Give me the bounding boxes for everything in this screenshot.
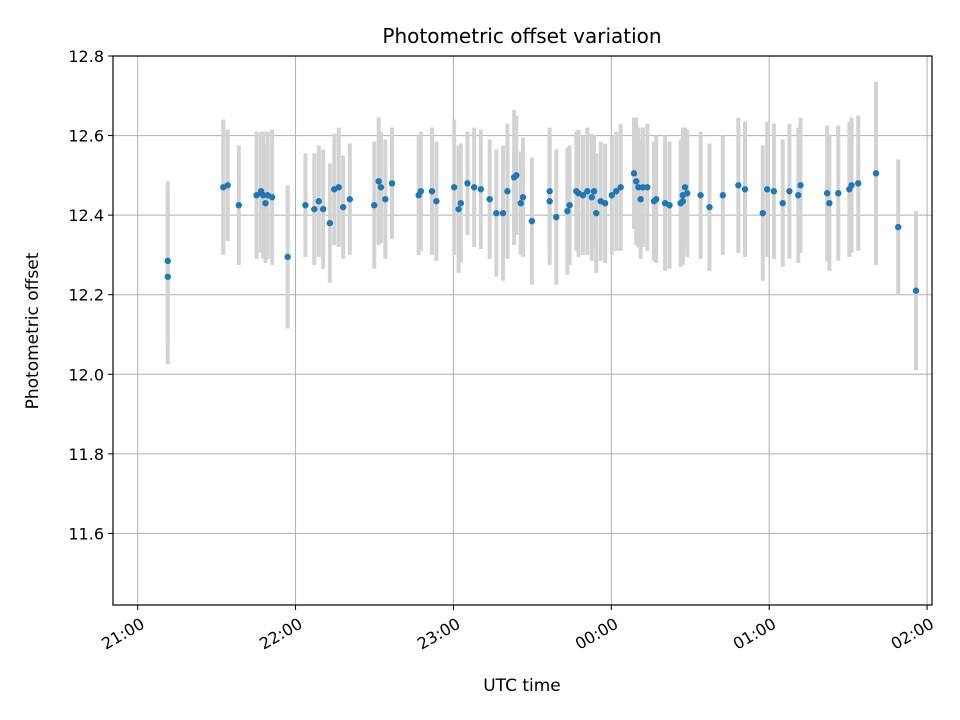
data-point: [504, 188, 511, 195]
data-point: [546, 188, 553, 195]
data-point: [855, 180, 862, 187]
data-point: [579, 192, 587, 199]
data-point: [644, 184, 651, 191]
plot-frame: [112, 55, 933, 606]
data-point: [268, 194, 276, 201]
data-point: [590, 188, 598, 195]
data-point: [566, 201, 573, 209]
data-point: [546, 198, 553, 205]
y-tick-label: 12.2: [68, 286, 104, 305]
data-point: [326, 219, 334, 227]
data-point: [895, 223, 902, 231]
data-point: [912, 287, 920, 294]
data-point: [455, 205, 462, 213]
data-point: [635, 184, 642, 191]
data-point: [371, 201, 378, 209]
data-point: [613, 188, 620, 195]
data-point: [770, 188, 778, 195]
data-point: [528, 217, 536, 225]
data-point: [823, 190, 831, 197]
data-point: [630, 170, 638, 177]
y-tick-label: 12.0: [68, 365, 104, 384]
data-point: [617, 184, 624, 191]
data-point: [464, 180, 471, 187]
data-point: [302, 201, 309, 209]
data-point: [681, 184, 689, 191]
data-point: [872, 170, 880, 177]
data-point: [339, 203, 347, 211]
data-point: [741, 186, 749, 193]
data-point: [346, 196, 354, 203]
data-point: [764, 186, 771, 193]
data-point: [684, 190, 691, 197]
data-point: [513, 172, 520, 179]
data-point: [433, 198, 440, 205]
chart-title: Photometric offset variation: [382, 24, 661, 48]
data-point: [697, 192, 704, 199]
data-point: [706, 203, 713, 211]
data-point: [164, 273, 171, 280]
data-point: [848, 182, 855, 189]
data-point: [450, 184, 458, 191]
data-point: [666, 201, 673, 209]
data-point: [315, 198, 322, 205]
data-point: [477, 186, 485, 193]
data-point: [639, 184, 647, 191]
data-point: [633, 178, 640, 185]
data-point: [470, 184, 478, 191]
data-point: [608, 192, 616, 199]
data-point: [679, 198, 687, 205]
data-point: [564, 207, 571, 215]
data-point: [553, 213, 560, 221]
data-point: [779, 199, 786, 207]
data-point: [486, 196, 493, 203]
data-point: [311, 205, 318, 213]
y-tick-label: 12.8: [68, 47, 104, 66]
data-point: [164, 257, 171, 265]
y-tick-label: 12.4: [68, 206, 104, 225]
data-point: [826, 199, 833, 207]
data-point: [262, 199, 269, 207]
data-point: [284, 253, 291, 261]
data-point: [517, 199, 524, 207]
data-point: [388, 180, 396, 187]
data-point: [382, 196, 389, 203]
y-axis: 11.6 11.8 12.0 12.2 12.4 12.6 12.8: [68, 47, 113, 543]
y-tick-label: 11.6: [68, 524, 104, 543]
data-point: [835, 190, 842, 197]
data-point: [637, 196, 644, 203]
data-points: [164, 170, 920, 294]
data-point: [584, 188, 591, 195]
data-point: [457, 199, 465, 207]
data-point: [593, 209, 600, 217]
y-tick-label: 12.6: [68, 127, 104, 146]
data-point: [319, 205, 327, 213]
data-point: [235, 201, 243, 209]
y-axis-label: Photometric offset: [23, 252, 43, 409]
data-point: [719, 192, 727, 199]
data-point: [224, 182, 231, 189]
data-point: [335, 184, 342, 191]
data-point: [519, 194, 527, 201]
data-point: [375, 178, 382, 185]
data-point: [759, 209, 766, 217]
data-point: [653, 196, 660, 203]
data-point: [797, 182, 804, 189]
data-point: [601, 199, 609, 207]
data-point: [499, 209, 507, 217]
data-point: [735, 182, 742, 189]
x-axis-label: UTC time: [483, 676, 561, 696]
data-point: [795, 192, 802, 199]
data-point: [428, 188, 436, 195]
data-point: [493, 209, 500, 217]
data-point: [588, 194, 596, 201]
y-tick-label: 11.8: [68, 445, 104, 464]
data-point: [260, 192, 267, 199]
data-point: [417, 188, 425, 195]
data-point: [786, 188, 793, 195]
data-point: [377, 184, 385, 191]
